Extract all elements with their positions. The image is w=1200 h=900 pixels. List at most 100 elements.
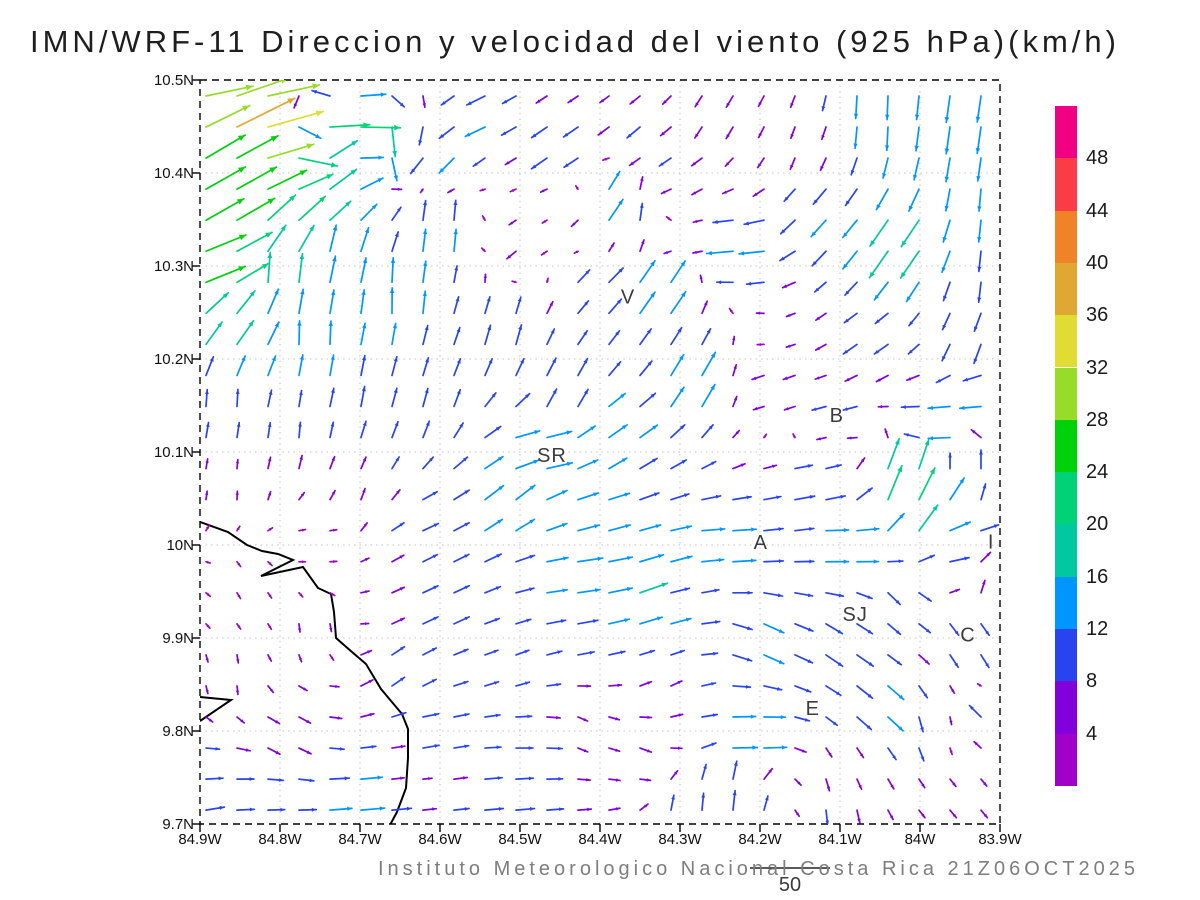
wind-arrow-head — [876, 204, 881, 210]
wind-arrow-head — [778, 628, 784, 633]
wind-arrow-head — [536, 99, 541, 104]
wind-arrow-head — [820, 165, 824, 171]
x-tick-label: 84.2W — [738, 831, 782, 848]
wind-arrow-head — [590, 426, 596, 431]
wind-arrow-head — [691, 191, 697, 195]
wind-arrow-head — [699, 275, 703, 280]
wind-arrow-head — [625, 524, 631, 529]
wind-arrow-head — [666, 216, 671, 221]
chart-title: IMN/WRF-11 Direccion y velocidad del vie… — [30, 24, 1120, 59]
x-tick-label: 83.9W — [978, 831, 1022, 848]
wind-arrow-head — [620, 393, 626, 399]
wind-arrow-head — [853, 143, 858, 149]
wind-arrow-head — [977, 297, 982, 303]
wind-arrow-head — [921, 783, 925, 788]
wind-arrow-head — [790, 164, 794, 170]
wind-arrow-head — [797, 781, 802, 786]
wind-arrow-head — [432, 491, 438, 496]
wind-arrow-head — [626, 555, 633, 561]
wind-arrow-head — [684, 587, 690, 592]
wind-arrow-head — [566, 461, 573, 467]
wind-arrow-head — [706, 328, 711, 334]
wind-arrow-head — [661, 582, 668, 588]
wind-arrow-head — [726, 134, 730, 139]
wind-arrow-head — [821, 134, 825, 140]
wind-arrow-head — [528, 776, 534, 781]
wind-arrow-head — [361, 386, 366, 392]
wind-arrow-head — [983, 813, 988, 818]
wind-arrow-head — [747, 590, 753, 595]
wind-arrow-head — [944, 205, 949, 211]
wind-arrow-head — [874, 294, 879, 300]
wind-arrow-head — [814, 287, 820, 292]
wind-arrow-head — [562, 556, 568, 561]
wind-arrow-head — [920, 727, 924, 732]
wind-arrow-head — [882, 173, 887, 179]
wind-arrow-head — [913, 174, 918, 180]
wind-arrow-head — [556, 682, 561, 687]
wind-arrow-head — [463, 681, 468, 685]
wind-arrow-head — [561, 490, 568, 495]
wind-arrow-head — [363, 522, 368, 527]
wind-arrow-head — [777, 593, 783, 598]
wind-arrow-head — [597, 556, 603, 562]
y-tick-label: 10N — [166, 537, 194, 554]
wind-arrow-head — [205, 658, 209, 663]
wind-arrow-head — [898, 559, 903, 564]
wind-arrow-head — [836, 464, 842, 468]
wind-arrow-head — [649, 650, 655, 654]
wind-arrow-head — [790, 103, 794, 108]
wind-arrow-head — [686, 555, 692, 560]
wind-arrow-head — [713, 219, 718, 224]
wind-arrow-head — [624, 618, 630, 623]
wind-arrow-head — [299, 390, 303, 396]
wind-arrow-head — [784, 407, 789, 411]
wind-arrow-head — [948, 453, 952, 458]
wind-arrow-head — [977, 266, 982, 272]
wind-arrow-head — [399, 618, 405, 622]
wind-arrow-head — [703, 301, 708, 306]
wind-arrow-head — [757, 342, 761, 347]
wind-arrow-head — [985, 663, 989, 668]
wind-arrow-head — [583, 389, 589, 395]
wind-arrow-head — [963, 377, 969, 382]
wind-arrow-head — [433, 585, 438, 590]
wind-arrow-head — [836, 691, 841, 696]
y-tick-label: 10.4N — [153, 165, 194, 182]
wind-arrow-head — [418, 140, 423, 145]
wind-arrow-head — [362, 323, 367, 329]
wind-arrow-head — [969, 705, 974, 710]
wind-arrow-head — [560, 619, 566, 624]
wind-arrow-head — [502, 99, 508, 104]
wind-arrow-head — [486, 296, 491, 302]
wind-arrow-head — [664, 250, 669, 254]
wind-arrow-shaft — [267, 169, 308, 190]
wind-arrow-head — [488, 358, 493, 364]
wind-arrow-head — [739, 251, 745, 256]
wind-arrow-head — [526, 618, 531, 623]
wind-arrow-head — [205, 491, 209, 496]
wind-arrow-head — [842, 232, 848, 238]
wind-arrow-head — [498, 485, 504, 491]
wind-arrow-head — [527, 714, 532, 719]
wind-arrow-head — [309, 225, 314, 232]
wind-arrow-head — [268, 594, 272, 599]
wind-arrow-head — [509, 221, 514, 225]
wind-arrow-head — [433, 616, 438, 621]
wind-arrow-head — [396, 489, 400, 495]
wind-arrow-head — [529, 555, 535, 559]
wind-arrow-head — [867, 595, 873, 599]
wind-arrow-head — [673, 770, 678, 775]
wind-arrow-head — [483, 274, 487, 279]
wind-arrow-head — [345, 201, 351, 207]
wind-arrow-head — [677, 327, 682, 333]
wind-arrow-head — [845, 377, 850, 382]
wind-arrow-head — [858, 784, 862, 790]
wind-arrow-head — [869, 271, 875, 278]
wind-arrow-head — [206, 593, 211, 597]
wind-arrow-head — [895, 630, 901, 635]
wind-arrow-head — [776, 686, 782, 691]
wind-arrow-head — [297, 628, 302, 633]
wind-arrow-head — [843, 528, 849, 533]
